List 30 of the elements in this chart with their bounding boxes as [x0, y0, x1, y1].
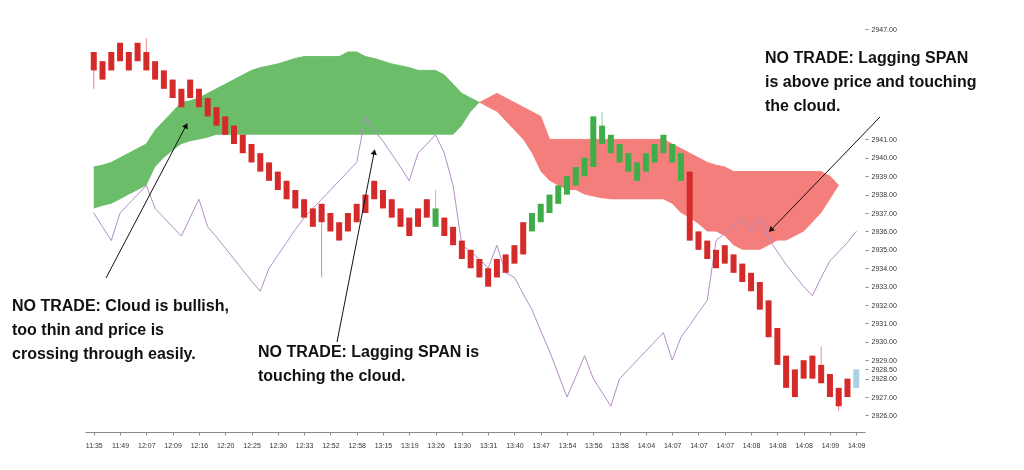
- candlestick: [266, 161, 273, 182]
- candlestick: [99, 60, 106, 81]
- candlestick: [485, 267, 492, 288]
- candlestick: [502, 253, 509, 274]
- candlestick: [721, 244, 728, 265]
- candlestick: [730, 253, 737, 274]
- candlestick: [415, 207, 422, 228]
- candlestick: [564, 175, 571, 196]
- candlestick: [388, 198, 395, 219]
- candlestick: [423, 198, 430, 219]
- candlestick: [257, 152, 264, 173]
- candlestick: [152, 60, 159, 81]
- candlestick: [800, 359, 807, 380]
- candlestick: [213, 106, 220, 127]
- annotation: NO TRADE: Lagging SPAN is above price and touching the cloud.: [765, 49, 977, 114]
- candlestick: [160, 69, 167, 90]
- annotation: NO TRADE: Cloud is bullish, too thin and price is crossing through easily.: [12, 297, 229, 362]
- candlestick: [301, 198, 308, 219]
- candlestick: [309, 207, 316, 228]
- candlestick: [222, 115, 229, 136]
- candlestick: [695, 230, 702, 251]
- candlestick: [555, 184, 562, 205]
- candlestick: [511, 244, 518, 265]
- candlestick: [397, 207, 404, 228]
- candlestick: [853, 368, 860, 389]
- candlestick: [642, 152, 649, 173]
- candlestick: [625, 152, 632, 173]
- candlestick: [336, 221, 343, 242]
- candlestick: [634, 161, 641, 182]
- annotation: NO TRADE: Lagging SPAN is touching the cloud.: [258, 343, 480, 384]
